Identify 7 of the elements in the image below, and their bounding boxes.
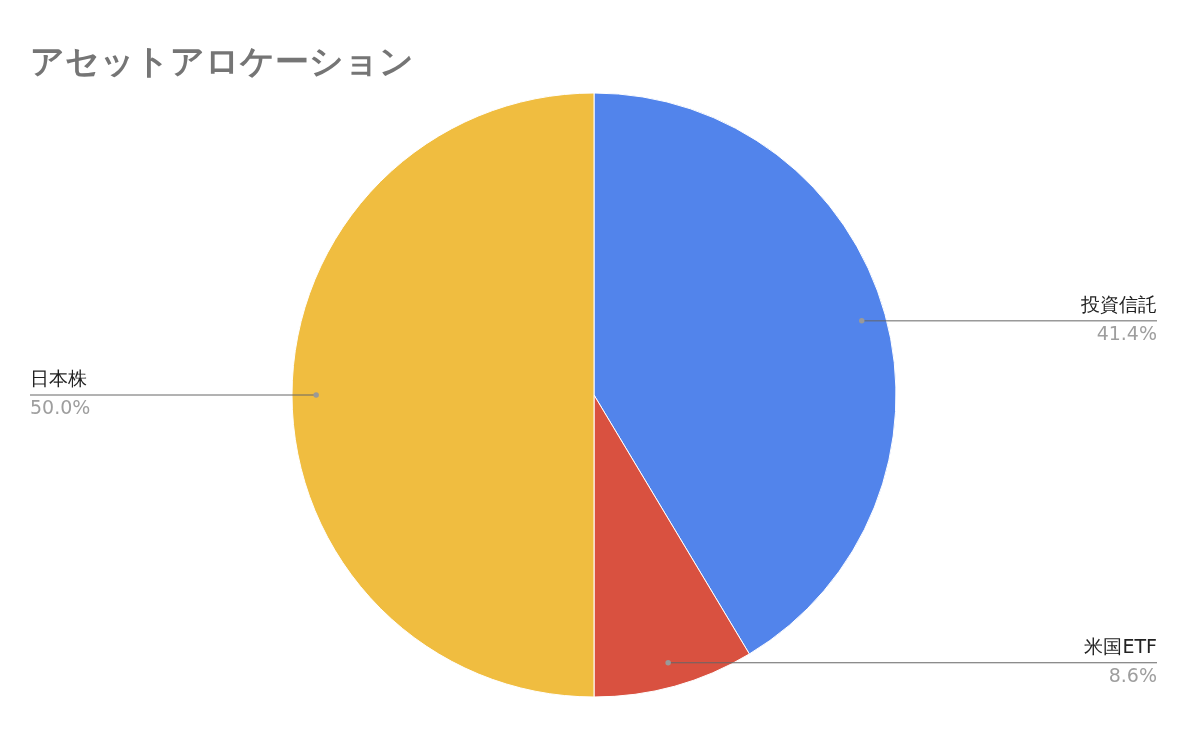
slice-label: 投資信託 <box>1080 292 1157 315</box>
data-label: 41.4% <box>1096 321 1157 344</box>
data-label: 50.0% <box>30 396 91 418</box>
chart-title: アセットアロケーション <box>30 41 414 81</box>
slice-label: 日本株 <box>30 367 87 389</box>
slice-label: 米国ETF <box>1084 634 1157 657</box>
data-label: 8.6% <box>1108 663 1157 686</box>
